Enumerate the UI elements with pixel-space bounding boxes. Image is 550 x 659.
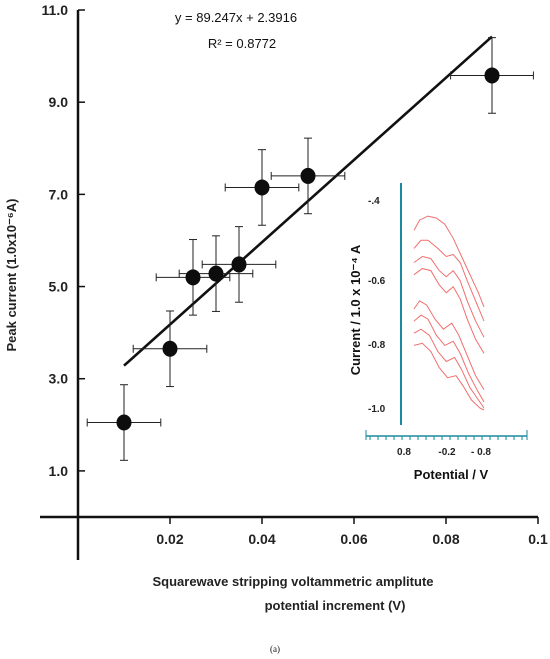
inset-curve (413, 268, 485, 354)
inset-y-tick-label: -1.0 (368, 404, 386, 415)
x-tick-label: 0.08 (432, 531, 459, 547)
x-axis-title-line1: Squarewave stripping voltammetric amplit… (152, 574, 433, 589)
inset-curve (413, 300, 485, 391)
inset-x-tick-label: 0.8 (397, 447, 411, 458)
inset-y-tick-labels: -.4 -0.6 -0.8 -1.0 (368, 196, 386, 415)
inset-x-axis-title: Potential / V (414, 467, 489, 482)
r-squared: R² = 0.8772 (208, 36, 276, 51)
y-tick-label: 7.0 (49, 186, 69, 202)
y-ticks: 1.0 3.0 5.0 7.0 9.0 11.0 (42, 2, 85, 479)
data-point (116, 414, 132, 431)
inset-curve (413, 342, 485, 411)
error-bars (86, 37, 534, 461)
main-plot: 1.03.05.07.09.011.0 0.02 0.04 0.06 0.08 0.1 … (4, 2, 548, 613)
y-tick-label: 9.0 (49, 94, 69, 110)
inset-x-tick-label: - 0.8 (471, 447, 491, 458)
data-point (300, 167, 316, 184)
data-points (116, 67, 500, 431)
inset-x-minor-ticks (365, 430, 528, 440)
inset-x-tick-label: -0.2 (438, 447, 456, 458)
inset-x-tick-labels: 0.8 -0.2 - 0.8 (397, 447, 491, 458)
inset-curve (413, 239, 485, 322)
fit-equation: y = 89.247x + 2.3916 (175, 10, 297, 25)
inset-curve (413, 215, 485, 308)
inset-chart: -.4 -0.6 -0.8 -1.0 0.8 -0.2 - 0.8 Current / 1… (348, 183, 528, 482)
x-tick-label: 0.1 (528, 531, 548, 547)
data-point (208, 265, 224, 282)
inset-curves (413, 215, 485, 411)
data-point (185, 269, 201, 286)
y-tick-label: 3.0 (49, 371, 69, 387)
data-point (162, 340, 178, 357)
data-point (484, 67, 500, 84)
data-point (231, 256, 247, 273)
inset-y-tick-label: -.4 (368, 196, 380, 207)
x-axis-title-line2: potential increment (V) (265, 598, 406, 613)
y-tick-label: 1.0 (49, 463, 69, 479)
figure-caption: (a) (270, 644, 280, 654)
x-ticks: 0.02 0.04 0.06 0.08 0.1 (156, 517, 548, 547)
x-tick-label: 0.04 (248, 531, 275, 547)
y-tick-label: 11.0 (42, 2, 69, 18)
inset-curve (413, 328, 485, 409)
x-tick-label: 0.02 (156, 531, 183, 547)
inset-y-tick-label: -0.6 (368, 276, 386, 287)
y-tick-label: 5.0 (49, 279, 69, 295)
y-axis-title: Peak current (1.0x10⁻⁶A) (4, 198, 19, 351)
inset-y-axis-title: Current / 1.0 x 10⁻⁴ A (348, 244, 363, 375)
inset-curve (413, 255, 485, 338)
inset-y-tick-label: -0.8 (368, 340, 386, 351)
x-tick-label: 0.06 (340, 531, 367, 547)
inset-curve (413, 314, 485, 403)
data-point (254, 179, 270, 196)
